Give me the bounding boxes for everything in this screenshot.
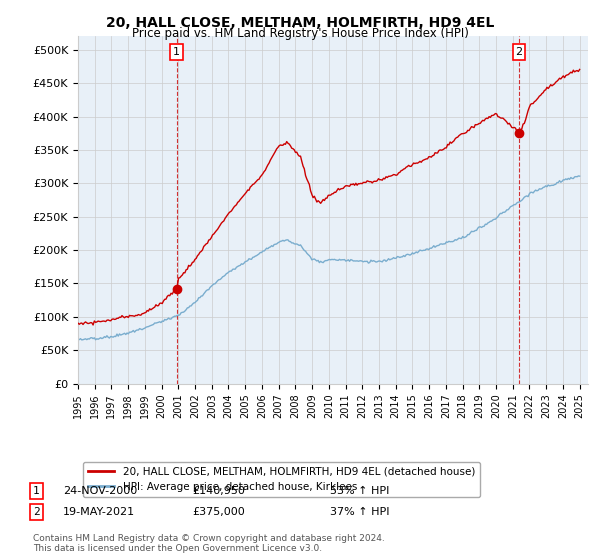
Legend: 20, HALL CLOSE, MELTHAM, HOLMFIRTH, HD9 4EL (detached house), HPI: Average price: 20, HALL CLOSE, MELTHAM, HOLMFIRTH, HD9 … xyxy=(83,462,481,497)
Text: 2: 2 xyxy=(515,47,523,57)
Text: Price paid vs. HM Land Registry's House Price Index (HPI): Price paid vs. HM Land Registry's House … xyxy=(131,27,469,40)
Text: £140,950: £140,950 xyxy=(192,486,245,496)
Text: 20, HALL CLOSE, MELTHAM, HOLMFIRTH, HD9 4EL: 20, HALL CLOSE, MELTHAM, HOLMFIRTH, HD9 … xyxy=(106,16,494,30)
Text: 2: 2 xyxy=(33,507,40,517)
Text: 53% ↑ HPI: 53% ↑ HPI xyxy=(330,486,389,496)
Text: 19-MAY-2021: 19-MAY-2021 xyxy=(63,507,135,517)
Text: 37% ↑ HPI: 37% ↑ HPI xyxy=(330,507,389,517)
Text: Contains HM Land Registry data © Crown copyright and database right 2024.
This d: Contains HM Land Registry data © Crown c… xyxy=(33,534,385,553)
Text: 1: 1 xyxy=(33,486,40,496)
Text: 24-NOV-2000: 24-NOV-2000 xyxy=(63,486,137,496)
Text: 1: 1 xyxy=(173,47,180,57)
Text: £375,000: £375,000 xyxy=(192,507,245,517)
